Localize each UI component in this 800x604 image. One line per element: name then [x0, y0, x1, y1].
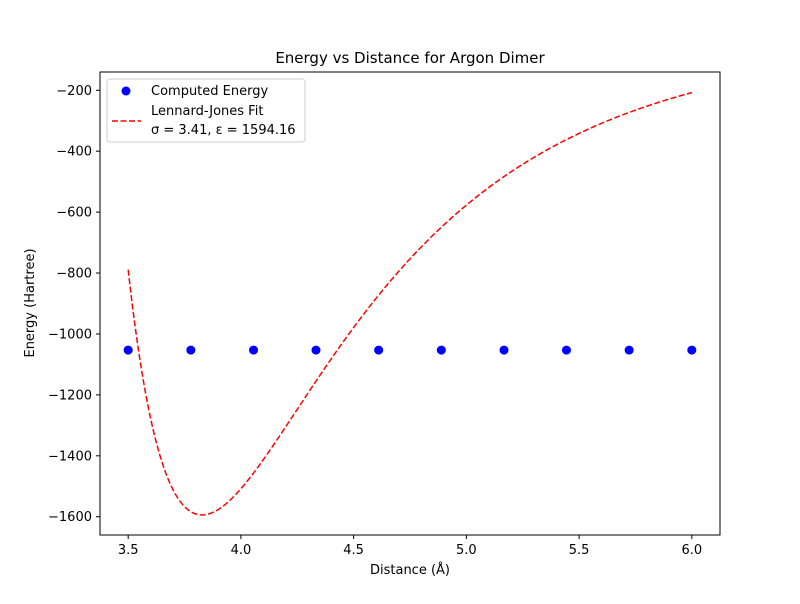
y-tick-label: −600: [56, 206, 92, 221]
x-tick-label: 5.5: [569, 543, 590, 558]
axes: 3.5 4.0 4.5 5.0 5.5 6.0 −1600 −1400 −1200 −1000 −8…: [48, 71, 721, 558]
data-point: [624, 345, 634, 355]
y-tick-label: −1000: [48, 327, 92, 342]
x-tick-label: 5.0: [456, 543, 477, 558]
legend: Computed Energy Lennard-Jones Fit σ = 3.…: [106, 78, 306, 143]
data-point: [186, 345, 196, 355]
data-point: [311, 345, 321, 355]
plot-area: [100, 72, 720, 535]
y-axis-label: Energy (Hartree): [23, 248, 38, 357]
data-point: [374, 345, 384, 355]
chart-title: Energy vs Distance for Argon Dimer: [275, 49, 545, 67]
data-point: [436, 345, 446, 355]
data-point: [687, 345, 697, 355]
data-point: [561, 345, 571, 355]
lj-fit-line: [127, 91, 693, 516]
y-tick-label: −1400: [48, 449, 92, 464]
legend-label-computed-energy: Computed Energy: [151, 84, 268, 99]
x-tick-label: 4.0: [231, 543, 252, 558]
x-tick-label: 4.5: [343, 543, 364, 558]
legend-label-lj-fit: Lennard-Jones Fit: [151, 104, 263, 119]
y-tick-label: −1600: [48, 510, 92, 525]
data-point: [499, 345, 509, 355]
x-tick-label: 6.0: [681, 543, 702, 558]
legend-box: [106, 78, 306, 143]
y-tick-label: −1200: [48, 388, 92, 403]
legend-label-lj-params: σ = 3.41, ε = 1594.16: [151, 123, 296, 138]
axes-frame: [99, 71, 721, 536]
y-tick-label: −400: [56, 145, 92, 160]
data-point: [249, 345, 259, 355]
x-axis-label: Distance (Å): [370, 562, 450, 578]
legend-marker-computed-energy: [121, 86, 131, 96]
data-point: [123, 345, 133, 355]
y-tick-label: −200: [56, 84, 92, 99]
data-marks: [123, 91, 697, 516]
plot-background: [100, 72, 720, 535]
y-tick-label: −800: [56, 267, 92, 282]
x-tick-label: 3.5: [118, 543, 139, 558]
